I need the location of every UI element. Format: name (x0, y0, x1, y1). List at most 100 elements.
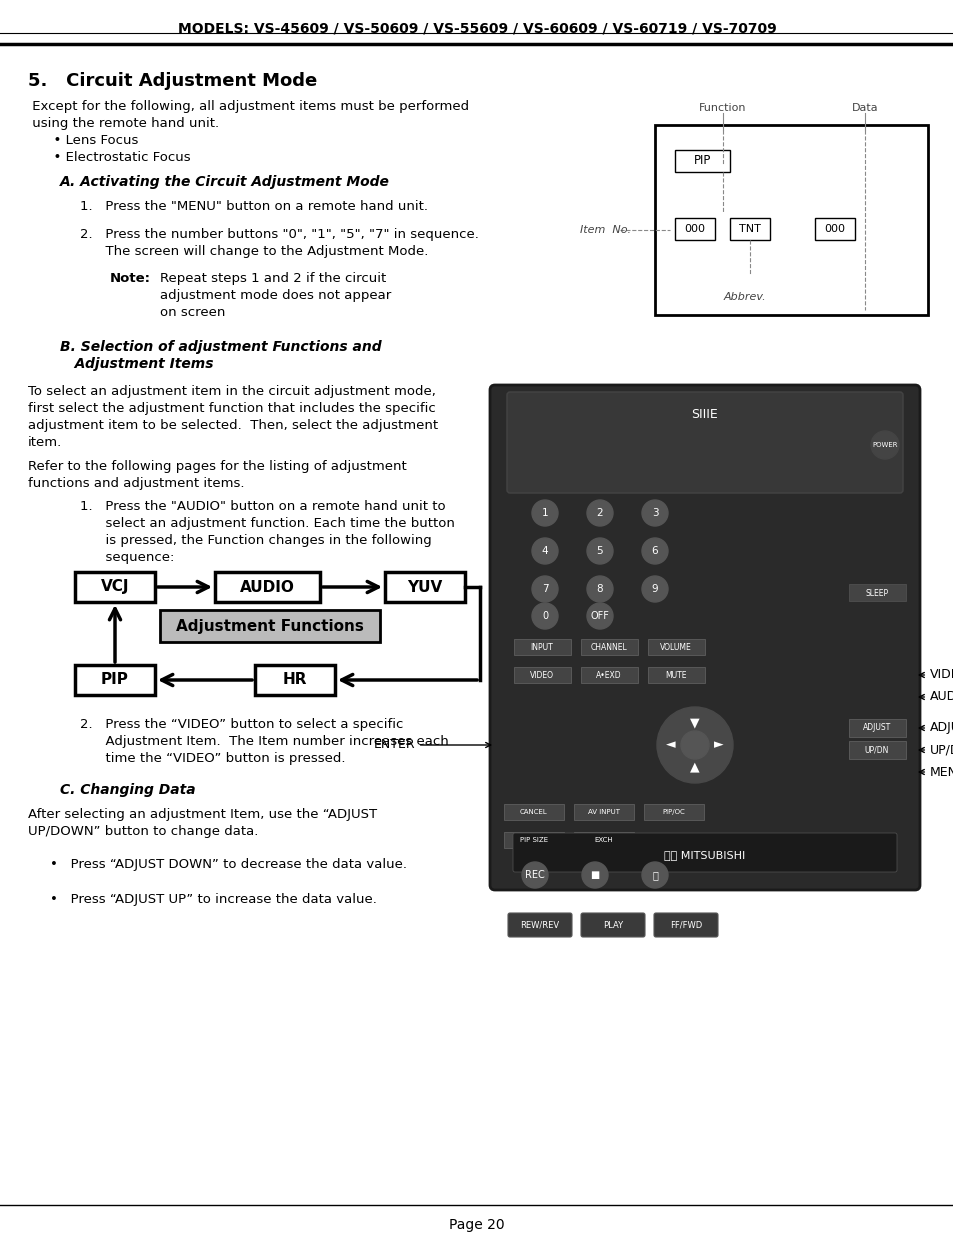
Text: 000: 000 (684, 224, 705, 233)
Text: POWER: POWER (871, 442, 897, 448)
FancyBboxPatch shape (580, 638, 638, 655)
FancyBboxPatch shape (503, 804, 563, 820)
Bar (729, 219, 769, 240)
Text: YUV: YUV (407, 579, 442, 594)
Text: 2: 2 (596, 508, 602, 517)
FancyBboxPatch shape (647, 638, 704, 655)
Text: functions and adjustment items.: functions and adjustment items. (28, 477, 244, 490)
Text: • Electrostatic Focus: • Electrostatic Focus (28, 151, 191, 164)
Circle shape (870, 431, 898, 459)
Text: AV INPUT: AV INPUT (587, 809, 619, 815)
FancyBboxPatch shape (514, 667, 571, 683)
Text: VIDEO: VIDEO (530, 671, 554, 679)
Circle shape (641, 576, 667, 601)
Circle shape (641, 500, 667, 526)
Text: Note:: Note: (110, 272, 151, 285)
FancyBboxPatch shape (503, 832, 563, 848)
Text: VIDEO: VIDEO (919, 668, 953, 682)
Bar (160, 610, 379, 642)
Text: ▲: ▲ (689, 761, 700, 773)
FancyBboxPatch shape (654, 913, 718, 937)
Text: A•EXD: A•EXD (596, 671, 621, 679)
Text: CHANNEL: CHANNEL (590, 642, 627, 652)
Text: 8: 8 (596, 584, 602, 594)
Text: using the remote hand unit.: using the remote hand unit. (28, 117, 219, 130)
Text: adjustment mode does not appear: adjustment mode does not appear (160, 289, 391, 303)
Text: HR: HR (282, 673, 307, 688)
Circle shape (532, 576, 558, 601)
FancyBboxPatch shape (848, 584, 905, 601)
Text: 2.   Press the number buttons "0", "1", "5", "7" in sequence.: 2. Press the number buttons "0", "1", "5… (80, 228, 478, 241)
Text: VCJ: VCJ (101, 579, 129, 594)
FancyBboxPatch shape (643, 804, 703, 820)
Text: ⏸: ⏸ (652, 869, 658, 881)
Text: Adjustment Functions: Adjustment Functions (176, 619, 363, 634)
Circle shape (586, 603, 613, 629)
Bar (214, 572, 319, 601)
FancyBboxPatch shape (580, 913, 644, 937)
Text: PIP: PIP (101, 673, 129, 688)
Text: 3: 3 (651, 508, 658, 517)
Circle shape (581, 862, 607, 888)
FancyBboxPatch shape (580, 667, 638, 683)
Text: UP/DN: UP/DN (919, 743, 953, 757)
Text: Repeat steps 1 and 2 if the circuit: Repeat steps 1 and 2 if the circuit (160, 272, 386, 285)
Circle shape (680, 731, 708, 760)
Circle shape (532, 603, 558, 629)
Circle shape (641, 538, 667, 564)
Text: SIIIE: SIIIE (691, 409, 718, 421)
Text: A. Activating the Circuit Adjustment Mode: A. Activating the Circuit Adjustment Mod… (60, 175, 390, 189)
Text: 0: 0 (541, 611, 547, 621)
FancyBboxPatch shape (513, 832, 896, 872)
Text: •   Press “ADJUST UP” to increase the data value.: • Press “ADJUST UP” to increase the data… (50, 893, 376, 906)
Text: INPUT: INPUT (530, 642, 553, 652)
Text: Abbrev.: Abbrev. (723, 291, 765, 303)
Text: FF/FWD: FF/FWD (669, 920, 701, 930)
Text: first select the adjustment function that includes the specific: first select the adjustment function tha… (28, 403, 436, 415)
Text: MODELS: VS-45609 / VS-50609 / VS-55609 / VS-60609 / VS-60719 / VS-70709: MODELS: VS-45609 / VS-50609 / VS-55609 /… (177, 22, 776, 36)
Text: SLEEP: SLEEP (864, 589, 887, 598)
Text: VOLUME: VOLUME (659, 642, 691, 652)
FancyBboxPatch shape (514, 638, 571, 655)
Text: PIP SIZE: PIP SIZE (519, 837, 547, 844)
Text: REW/REV: REW/REV (520, 920, 559, 930)
Text: 6: 6 (651, 546, 658, 556)
Text: AUDIO: AUDIO (919, 690, 953, 704)
Text: Except for the following, all adjustment items must be performed: Except for the following, all adjustment… (28, 100, 469, 112)
Text: 4: 4 (541, 546, 548, 556)
Text: Item  No.: Item No. (579, 225, 630, 235)
Text: 1.   Press the "MENU" button on a remote hand unit.: 1. Press the "MENU" button on a remote h… (80, 200, 428, 212)
Text: ADJUST: ADJUST (862, 724, 890, 732)
Bar (655, 125, 927, 315)
FancyBboxPatch shape (490, 385, 919, 890)
Bar (75, 664, 154, 695)
Text: select an adjustment function. Each time the button: select an adjustment function. Each time… (80, 517, 455, 530)
FancyBboxPatch shape (848, 719, 905, 737)
Text: OFF: OFF (590, 611, 609, 621)
Text: ADJUST: ADJUST (919, 721, 953, 735)
Bar (675, 149, 729, 172)
Text: UP/DN: UP/DN (864, 746, 888, 755)
Text: C. Changing Data: C. Changing Data (60, 783, 195, 797)
Text: 5: 5 (596, 546, 602, 556)
Text: item.: item. (28, 436, 62, 450)
Circle shape (657, 706, 732, 783)
Text: CANCEL: CANCEL (519, 809, 547, 815)
FancyBboxPatch shape (647, 667, 704, 683)
Text: 7: 7 (541, 584, 548, 594)
Text: B. Selection of adjustment Functions and: B. Selection of adjustment Functions and (60, 340, 381, 354)
Text: 1.   Press the "AUDIO" button on a remote hand unit to: 1. Press the "AUDIO" button on a remote … (80, 500, 445, 513)
Text: ENTER: ENTER (373, 739, 490, 752)
Circle shape (532, 500, 558, 526)
Text: time the “VIDEO” button is pressed.: time the “VIDEO” button is pressed. (80, 752, 345, 764)
Circle shape (641, 862, 667, 888)
FancyBboxPatch shape (848, 741, 905, 760)
Text: • Lens Focus: • Lens Focus (28, 135, 138, 147)
Text: 000: 000 (823, 224, 844, 233)
Text: TNT: TNT (739, 224, 760, 233)
Circle shape (586, 500, 613, 526)
Text: 1: 1 (541, 508, 548, 517)
Text: Function: Function (699, 103, 746, 112)
Bar (254, 664, 335, 695)
Text: Adjustment Items: Adjustment Items (60, 357, 213, 370)
